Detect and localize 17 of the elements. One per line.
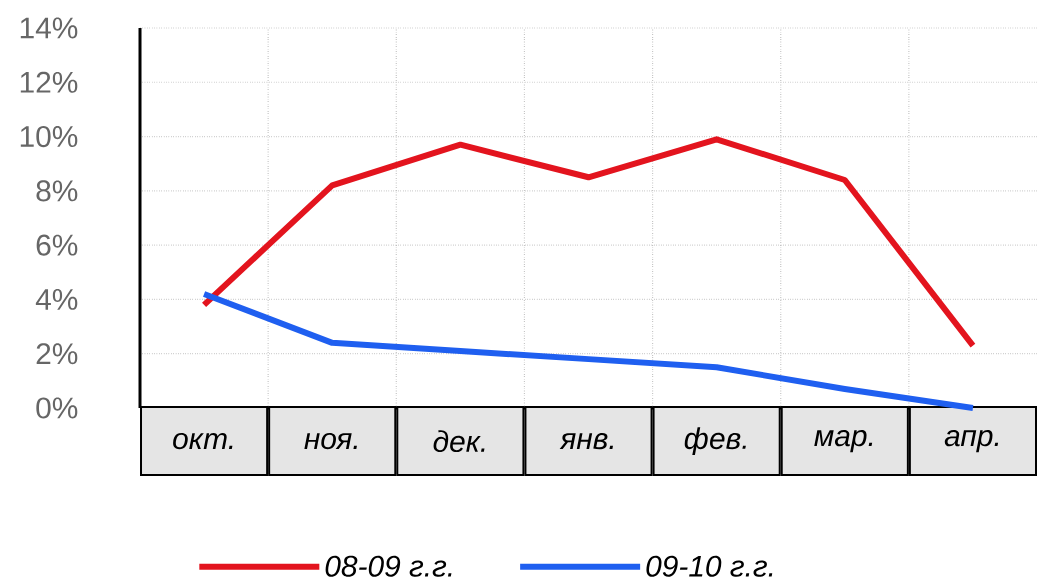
y-tick-label: 10% (20, 125, 78, 148)
x-tick-label: ноя. (304, 432, 357, 450)
x-tick-label: дек. (433, 430, 485, 453)
legend-label: 08-09 г.г. (325, 555, 452, 577)
y-tick-label: 8% (36, 180, 78, 202)
y-tick-label: 12% (20, 71, 78, 93)
x-tick-label: фев. (684, 427, 746, 456)
y-tick-label: 2% (36, 343, 78, 365)
x-tick-label: окт. (173, 432, 233, 450)
legend-label: 09-10 г.г. (646, 555, 773, 577)
y-tick-label: 0% (36, 397, 78, 419)
y-tick-label: 14% (20, 17, 78, 39)
y-tick-label: 6% (36, 234, 78, 256)
x-tick-label: мар. (814, 429, 873, 453)
x-tick-label: янв. (559, 433, 613, 450)
y-tick-label: 4% (35, 288, 78, 310)
x-tick-label: апр. (944, 429, 999, 453)
